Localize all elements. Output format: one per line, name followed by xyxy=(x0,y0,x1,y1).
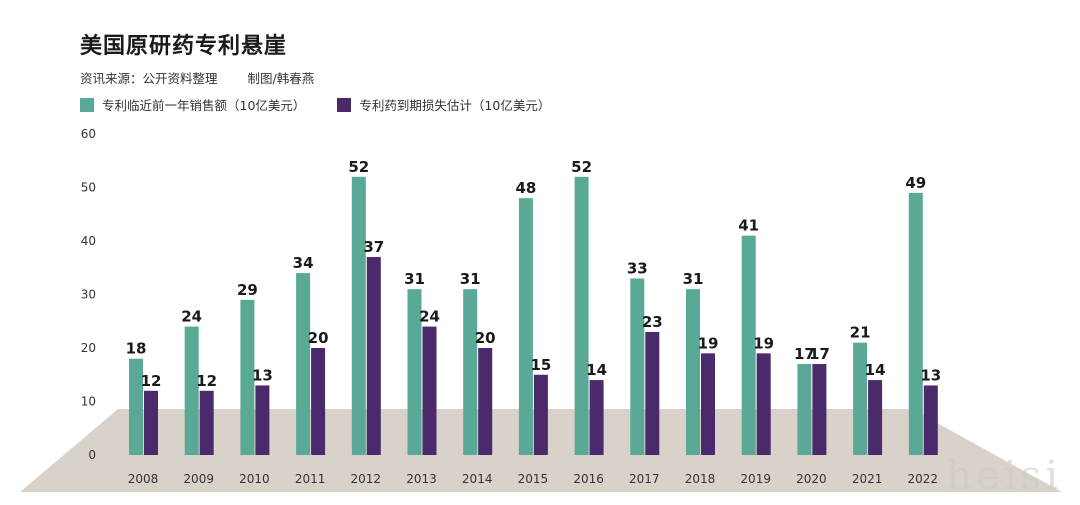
bar-series1 xyxy=(296,273,311,455)
bar-series1 xyxy=(686,289,700,455)
data-label-series1: 52 xyxy=(571,158,592,176)
bar-series2 xyxy=(868,380,883,455)
legend-item-series2: 专利药到期损失估计（10亿美元） xyxy=(337,95,550,114)
watermark: heisi xyxy=(946,453,1062,499)
data-label-series1: 49 xyxy=(905,174,926,192)
bar-series1 xyxy=(407,289,422,455)
bar-series1 xyxy=(741,235,756,455)
data-label-series1: 31 xyxy=(404,270,425,288)
x-tick-label: 2022 xyxy=(908,472,939,486)
data-label-series2: 23 xyxy=(642,313,663,331)
data-label-series1: 48 xyxy=(515,179,536,197)
bar-series2 xyxy=(923,385,938,455)
bar-series2 xyxy=(199,390,214,455)
data-label-series2: 13 xyxy=(252,366,273,384)
data-label-series2: 12 xyxy=(141,372,162,390)
data-label-series2: 17 xyxy=(809,345,830,363)
bar-series1 xyxy=(853,342,868,455)
bar-series1 xyxy=(184,326,199,455)
x-tick-label: 2010 xyxy=(239,472,270,486)
y-tick-label: 60 xyxy=(81,127,96,141)
credit-text: 制图/韩春燕 xyxy=(247,71,315,86)
x-tick-label: 2011 xyxy=(295,472,326,486)
x-tick-label: 2015 xyxy=(518,472,549,486)
data-label-series1: 33 xyxy=(627,259,648,277)
bar-series1 xyxy=(630,278,645,455)
bar-series2 xyxy=(812,364,827,455)
y-tick-label: 0 xyxy=(88,448,96,462)
data-label-series2: 14 xyxy=(586,361,607,379)
y-tick-label: 50 xyxy=(81,181,96,195)
bar-series1 xyxy=(518,198,533,455)
y-tick-label: 20 xyxy=(81,341,96,355)
bar-series1 xyxy=(797,364,812,455)
data-label-series2: 20 xyxy=(475,329,496,347)
data-label-series2: 14 xyxy=(865,361,886,379)
bar-series1 xyxy=(240,299,255,455)
data-label-series1: 41 xyxy=(738,217,759,235)
data-label-series2: 19 xyxy=(698,334,719,352)
data-label-series1: 17 xyxy=(794,345,815,363)
data-label-series2: 15 xyxy=(530,356,551,374)
source-line: 资讯来源：公开资料整理 制图/韩春燕 xyxy=(80,68,314,87)
bar-series2 xyxy=(311,348,326,455)
data-label-series1: 29 xyxy=(237,281,258,299)
data-label-series1: 31 xyxy=(460,270,481,288)
x-tick-label: 2019 xyxy=(740,472,771,486)
legend-label-series1: 专利临近前一年销售额（10亿美元） xyxy=(102,98,306,113)
bar-series1 xyxy=(129,358,143,455)
bar-series1 xyxy=(574,176,589,456)
x-tick-label: 2013 xyxy=(406,472,437,486)
data-label-series2: 13 xyxy=(920,366,941,384)
x-tick-label: 2016 xyxy=(573,472,604,486)
bar-series2 xyxy=(756,353,771,455)
bar-series2 xyxy=(144,390,158,455)
bar-series1 xyxy=(908,192,923,455)
x-tick-label: 2008 xyxy=(128,472,159,486)
bar-series2 xyxy=(255,385,270,455)
y-tick-label: 10 xyxy=(81,395,96,409)
data-label-series1: 34 xyxy=(293,254,314,272)
x-tick-label: 2009 xyxy=(183,472,214,486)
x-tick-label: 2021 xyxy=(852,472,883,486)
bar-series1 xyxy=(351,176,366,456)
data-label-series1: 21 xyxy=(850,324,871,342)
bar-series2 xyxy=(366,257,381,455)
data-label-series2: 19 xyxy=(753,334,774,352)
bar-series2 xyxy=(701,353,715,455)
legend-label-series2: 专利药到期损失估计（10亿美元） xyxy=(359,98,551,113)
data-label-series2: 20 xyxy=(308,329,329,347)
legend-item-series1: 专利临近前一年销售额（10亿美元） xyxy=(80,95,305,114)
data-label-series2: 37 xyxy=(363,238,384,256)
y-tick-label: 40 xyxy=(81,234,96,248)
bar-series2 xyxy=(422,326,437,455)
chart-title: 美国原研药专利悬崖 xyxy=(80,34,288,59)
data-label-series1: 52 xyxy=(348,158,369,176)
y-tick-label: 30 xyxy=(81,288,96,302)
legend-swatch-series1 xyxy=(80,97,94,112)
legend: 专利临近前一年销售额（10亿美元） 专利药到期损失估计（10亿美元） xyxy=(80,95,582,114)
bar-series2 xyxy=(589,380,604,455)
source-text: 资讯来源：公开资料整理 xyxy=(80,71,218,86)
data-label-series1: 31 xyxy=(683,270,704,288)
data-label-series1: 18 xyxy=(126,340,147,358)
x-tick-label: 2020 xyxy=(796,472,827,486)
x-tick-label: 2018 xyxy=(685,472,716,486)
x-tick-label: 2017 xyxy=(629,472,660,486)
data-label-series1: 24 xyxy=(181,308,202,326)
legend-swatch-series2 xyxy=(337,97,352,112)
data-label-series2: 12 xyxy=(196,372,217,390)
data-label-series2: 24 xyxy=(419,308,440,326)
bar-series2 xyxy=(533,374,548,455)
bar-series2 xyxy=(478,348,493,455)
x-tick-label: 2014 xyxy=(462,472,493,486)
bar-series2 xyxy=(645,331,660,455)
x-tick-label: 2012 xyxy=(351,472,382,486)
bar-series1 xyxy=(463,289,478,455)
